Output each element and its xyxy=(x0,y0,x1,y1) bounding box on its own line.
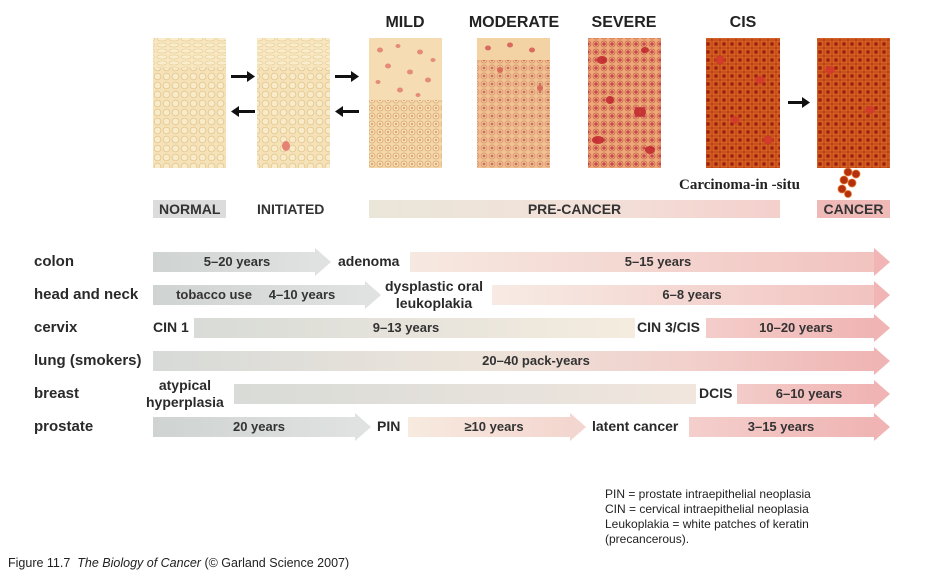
arrow-cervix-1-label: 9–13 years xyxy=(372,320,440,335)
stage-label-mild: MILD xyxy=(385,14,425,31)
arrow-head-neck-1-label-b: 4–10 years xyxy=(268,287,336,302)
tissue-normal xyxy=(153,38,226,168)
organ-label-breast: breast xyxy=(34,385,80,402)
arrow-prostate-1-label: 20 years xyxy=(232,419,286,434)
figure-caption: Figure 11.7 The Biology of Cancer (© Gar… xyxy=(8,556,349,570)
arrow-cervix-2: 10–20 years xyxy=(706,314,890,342)
arrow-cervix-1: 9–13 years xyxy=(194,314,635,342)
arrow-breast-2-label: 6–10 years xyxy=(775,386,843,401)
arrow-normal-to-initiated xyxy=(231,71,255,82)
arrow-colon-1-label: 5–20 years xyxy=(203,254,271,269)
abbreviation-legend: PIN = prostate intraepithelial neoplasia… xyxy=(605,487,811,547)
arrow-head-neck-2-label: 6–8 years xyxy=(662,287,722,302)
marker-latent-cancer: latent cancer xyxy=(592,418,679,434)
stage-label-moderate: MODERATE xyxy=(468,14,560,31)
tissue-mild xyxy=(369,38,442,168)
stage-label-cis: CIS xyxy=(729,14,757,31)
stage-bar-cancer: CANCER xyxy=(817,200,890,218)
arrow-initiated-to-normal xyxy=(231,106,255,117)
organ-label-head-and-neck: head and neck xyxy=(34,286,139,303)
arrow-head-neck-1-label-a: tobacco use xyxy=(176,287,252,302)
cis-note: Carcinoma-in -situ xyxy=(679,177,800,193)
tissue-severe xyxy=(588,38,661,168)
arrow-colon-2: 5–15 years xyxy=(410,248,890,276)
arrow-mild-to-initiated xyxy=(335,106,359,117)
stage-bar-normal: NORMAL xyxy=(153,200,226,218)
tissue-initiated xyxy=(257,38,330,168)
marker-cin-1: CIN 1 xyxy=(153,319,189,335)
arrow-prostate-2-label: ≥10 years xyxy=(464,419,524,434)
arrow-colon-1: 5–20 years xyxy=(153,248,331,276)
organ-label-colon: colon xyxy=(34,253,74,270)
arrow-lung-1-label: 20–40 pack-years xyxy=(482,353,590,368)
marker-dysplastic-oral-leukoplakia: dysplastic oral leukoplakia xyxy=(385,278,484,311)
caption-title: The Biology of Cancer xyxy=(77,556,201,570)
arrow-colon-2-label: 5–15 years xyxy=(624,254,692,269)
arrow-head-neck-1: tobacco use 4–10 years xyxy=(153,281,381,309)
stage-label-severe: SEVERE xyxy=(591,14,657,31)
legend-line-pin: PIN = prostate intraepithelial neoplasia xyxy=(605,487,811,501)
arrow-prostate-1: 20 years xyxy=(153,413,371,441)
arrow-prostate-3: 3–15 years xyxy=(689,413,890,441)
marker-pin: PIN xyxy=(377,418,401,434)
tissue-moderate xyxy=(477,38,550,168)
marker-cin-3-cis: CIN 3/CIS xyxy=(637,319,701,335)
arrow-breast-2: 6–10 years xyxy=(737,380,890,408)
arrow-prostate-3-label: 3–15 years xyxy=(747,419,815,434)
marker-atypical-hyperplasia: atypical hyperplasia xyxy=(146,377,224,410)
tissue-cis xyxy=(706,38,780,168)
legend-line-precancerous: (precancerous). xyxy=(605,532,690,546)
arrow-head-neck-2: 6–8 years xyxy=(492,281,890,309)
legend-line-leukoplakia: Leukoplakia = white patches of keratin xyxy=(605,517,809,531)
organ-label-cervix: cervix xyxy=(34,319,78,336)
marker-colon-adenoma: adenoma xyxy=(338,253,400,269)
arrow-prostate-2: ≥10 years xyxy=(408,413,586,441)
stage-bar-pre-cancer: PRE-CANCER xyxy=(369,200,780,218)
organ-label-lung-smokers: lung (smokers) xyxy=(34,352,142,369)
arrow-initiated-to-mild xyxy=(335,71,359,82)
marker-dcis: DCIS xyxy=(699,385,733,401)
tissue-illustrations xyxy=(153,38,890,198)
legend-line-cin: CIN = cervical intraepithelial neoplasia xyxy=(605,502,809,516)
caption-suffix: (© Garland Science 2007) xyxy=(204,556,350,570)
arrow-cis-to-cancer xyxy=(788,97,810,108)
caption-prefix: Figure 11.7 xyxy=(8,556,71,570)
arrow-lung-1: 20–40 pack-years xyxy=(153,347,890,375)
tissue-cancer xyxy=(817,38,890,198)
arrow-cervix-2-label: 10–20 years xyxy=(759,320,833,335)
stage-bar-initiated: INITIATED xyxy=(251,200,336,218)
organ-label-prostate: prostate xyxy=(34,418,94,435)
arrow-breast-1 xyxy=(234,380,696,408)
